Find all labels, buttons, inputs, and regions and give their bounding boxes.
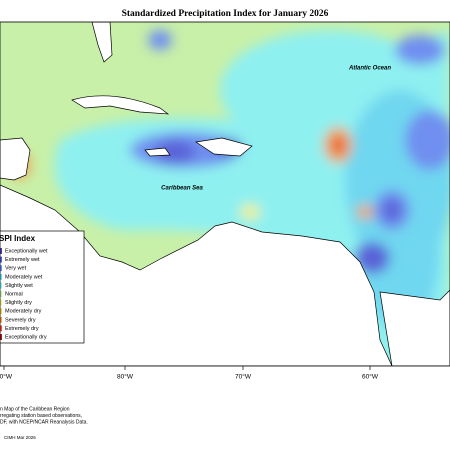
legend-label: Normal xyxy=(5,291,23,297)
ocean-label: Atlantic Ocean xyxy=(348,66,391,72)
legend-swatch xyxy=(0,325,2,332)
legend-swatch xyxy=(0,308,2,315)
legend-swatch xyxy=(0,256,2,263)
longitude-label: 80°W xyxy=(117,373,134,381)
legend-label: Moderately wet xyxy=(5,274,43,280)
legend-label: Extremely dry xyxy=(5,326,39,332)
legend-label: Slightly dry xyxy=(5,300,32,306)
legend-swatch xyxy=(0,299,2,306)
legend-box xyxy=(0,230,85,344)
legend-label: Very wet xyxy=(5,266,27,272)
longitude-axis: 90°W 80°W 70°W 60°W xyxy=(0,366,379,381)
footnote-line: rregating station based observations, xyxy=(0,413,82,419)
longitude-label: 70°W xyxy=(235,373,252,381)
legend-swatch xyxy=(0,334,2,340)
legend-swatch xyxy=(0,282,2,289)
legend-label: Exceptionally wet xyxy=(5,248,48,254)
longitude-label: 60°W xyxy=(362,373,379,381)
legend-swatch xyxy=(0,265,2,272)
map-area: Atlantic Ocean Caribbean Sea SPI Index E… xyxy=(0,22,450,366)
legend-label: Extremely wet xyxy=(5,257,40,263)
credit: CIMH Mar 2026 xyxy=(4,435,36,440)
land xyxy=(0,22,450,366)
legend: SPI Index Exceptionally wet Extremely wet… xyxy=(0,230,85,344)
legend-swatch xyxy=(0,316,2,323)
legend-label: Slightly wet xyxy=(5,283,33,289)
legend-swatch xyxy=(0,273,2,280)
legend-title: SPI Index xyxy=(0,234,36,243)
legend-swatch xyxy=(0,291,2,297)
legend-swatch xyxy=(0,248,2,254)
legend-label: Moderately dry xyxy=(5,309,42,315)
footnote-line: n Map of the Caribbean Region xyxy=(0,406,70,412)
sea-label: Caribbean Sea xyxy=(161,186,203,192)
map-frame xyxy=(0,21,450,367)
legend-label: Severely dry xyxy=(5,317,36,323)
legend-label: Exceptionally dry xyxy=(5,334,47,340)
map-title: Standardized Precipitation Index for Jan… xyxy=(122,9,329,19)
footnote-line: DF, with NCEP/NCAR Reanalysis Data. xyxy=(0,419,88,425)
longitude-label: 90°W xyxy=(0,373,13,381)
